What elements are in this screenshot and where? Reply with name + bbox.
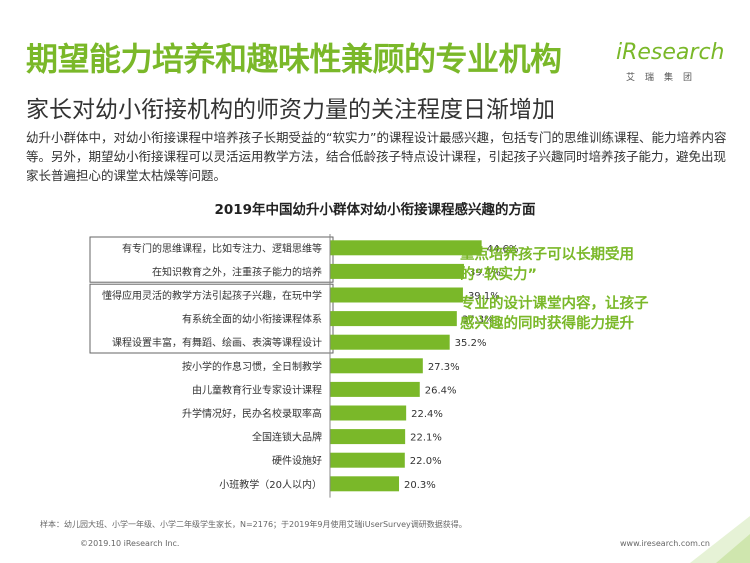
highlight-group-box xyxy=(89,236,334,283)
value-label-5: 35.2% xyxy=(455,338,487,349)
bar-5 xyxy=(330,334,450,350)
logo-subtitle: 艾瑞集团 xyxy=(626,73,703,83)
value-label-1: 44.6% xyxy=(487,244,519,255)
category-label-5: 课程设置丰富，有舞蹈、绘画、表演等课程设计 xyxy=(112,336,322,349)
website-text: www.iresearch.com.cn xyxy=(620,539,710,548)
value-label-4: 37.3% xyxy=(462,315,494,326)
bar-3 xyxy=(330,287,463,303)
bar-1 xyxy=(330,240,482,256)
bar-9 xyxy=(330,429,406,445)
bar-10 xyxy=(330,452,405,468)
category-label-2: 在知识教育之外，注重孩子能力的培养 xyxy=(152,265,322,278)
copyright-text: ©2019.10 iResearch Inc. xyxy=(80,539,180,548)
chart-title: 2019年中国幼升小群体对幼小衔接课程感兴趣的方面 xyxy=(214,202,536,218)
category-label-10: 硬件设施好 xyxy=(272,454,322,467)
category-label-4: 有系统全面的幼小衔接课程体系 xyxy=(182,313,322,326)
category-label-3: 懂得应用灵活的教学方法引起孩子兴趣，在玩中学 xyxy=(102,289,322,302)
bar-6 xyxy=(330,358,423,374)
bar-4 xyxy=(330,311,457,327)
page-subtitle: 家长对幼小衔接机构的师资力量的关注程度日渐增加 xyxy=(26,97,555,123)
value-label-11: 20.3% xyxy=(404,480,436,491)
page-title: 期望能力培养和趣味性兼顾的专业机构 xyxy=(26,40,562,78)
bar-2 xyxy=(330,263,464,279)
category-label-8: 升学情况好，民办名校录取率高 xyxy=(182,407,322,420)
sample-footnote: 样本：幼儿园大班、小学一年级、小学二年级学生家长，N=2176；于2019年9月… xyxy=(40,520,467,529)
value-label-3: 39.1% xyxy=(468,291,500,302)
value-label-8: 22.4% xyxy=(411,409,443,420)
category-label-11: 小班教学（20人以内） xyxy=(219,478,322,491)
callout-course-design: 专业的设计课堂内容，让孩子感兴趣的同时获得能力提升 xyxy=(460,296,649,332)
description-paragraph: 幼升小群体中，对幼小衔接课程中培养孩子长期受益的“软实力”的课程设计最感兴趣，包… xyxy=(26,130,727,183)
category-label-7: 由儿童教育行业专家设计课程 xyxy=(192,383,322,396)
category-label-9: 全国连锁大品牌 xyxy=(252,431,322,444)
value-label-2: 39.4% xyxy=(469,267,501,278)
logo-mark: iResearch xyxy=(616,40,725,65)
iresearch-logo: iResearch 艾瑞集团 xyxy=(616,40,732,84)
value-label-6: 27.3% xyxy=(428,362,460,373)
value-label-9: 22.1% xyxy=(410,433,442,444)
callout-soft-skills: 重点培养孩子可以长期受用的“软实力” xyxy=(460,247,634,283)
value-label-10: 22.0% xyxy=(410,456,442,467)
bar-8 xyxy=(330,405,407,421)
bar-11 xyxy=(330,476,400,492)
bar-7 xyxy=(330,381,420,397)
category-label-1: 有专门的思维课程，比如专注力、逻辑思维等 xyxy=(122,242,322,255)
category-label-6: 按小学的作息习惯，全日制教学 xyxy=(182,360,322,373)
value-label-7: 26.4% xyxy=(425,385,457,396)
corner-decoration-icon xyxy=(690,516,750,563)
